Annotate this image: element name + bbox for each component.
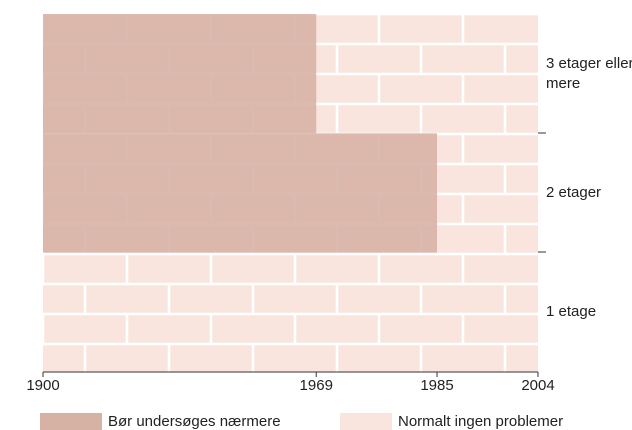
bar: [43, 14, 316, 133]
x-tick-label: 1985: [420, 377, 453, 394]
category-label: 3 etager eller mere: [546, 54, 632, 94]
x-tick-label: 1969: [300, 377, 333, 394]
legend-swatch: [40, 413, 102, 430]
legend-label: Bør undersøges nærmere: [108, 413, 281, 430]
category-label: 1 etage: [546, 302, 632, 322]
legend-swatch: [340, 413, 392, 430]
chart: 1900 1969 1985 2004 Bør undersøges nærmere No…: [0, 0, 632, 430]
x-tick-label: 1900: [26, 377, 59, 394]
legend-label: Normalt ingen problemer: [398, 413, 563, 430]
page: {"chart_data": {"type": "bar", "orientat…: [0, 0, 632, 430]
category-label: 2 etager: [546, 183, 632, 203]
bar: [43, 133, 437, 252]
x-tick-label: 2004: [521, 377, 554, 394]
